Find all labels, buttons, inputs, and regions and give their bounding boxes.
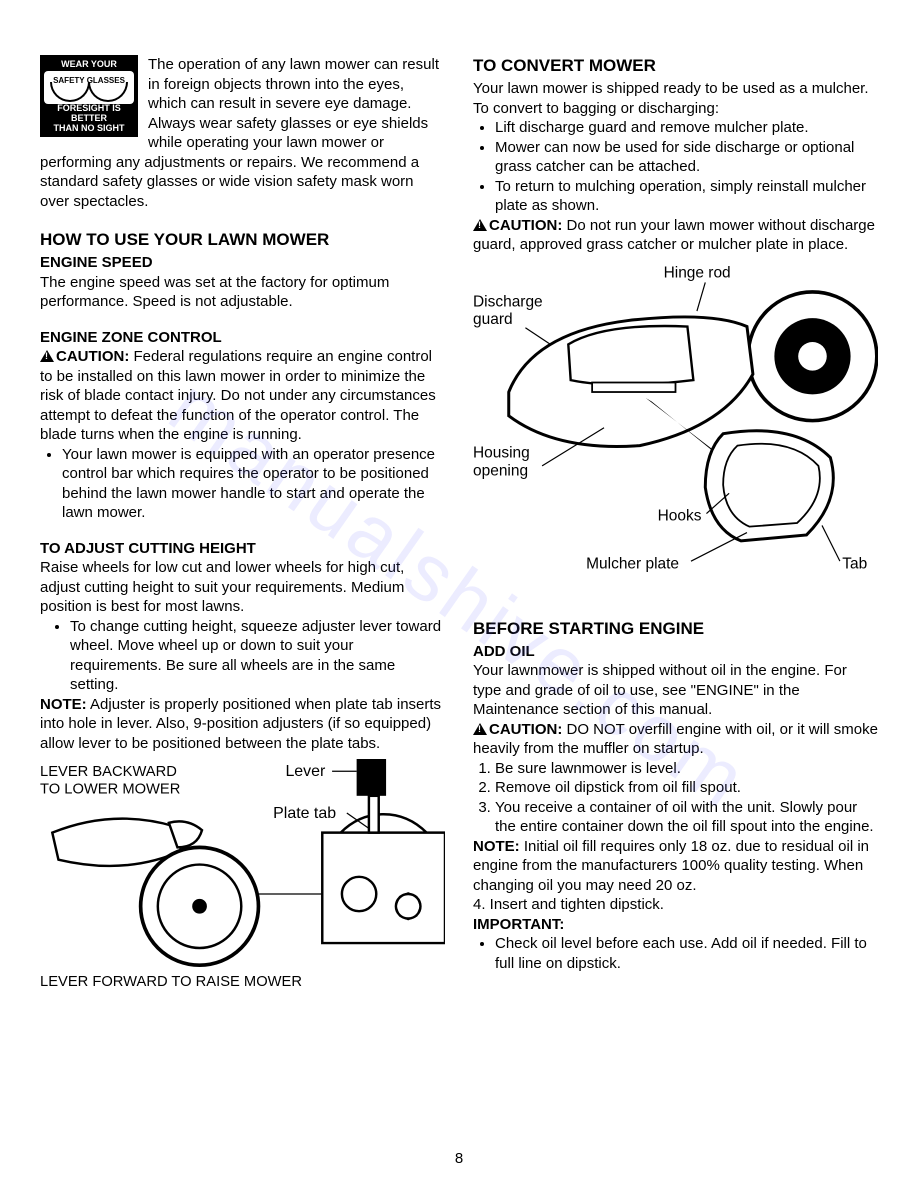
diag-label-platetab: Plate tab <box>273 805 336 822</box>
mulcher-diagram: Hinge rod Discharge guard Housing openin… <box>473 261 878 595</box>
diag-label-lever-back: LEVER BACKWARD <box>40 764 177 780</box>
diag-label-lever-back2: TO LOWER MOWER <box>40 781 180 797</box>
convert-body: Your lawn mower is shipped ready to be u… <box>473 79 878 118</box>
diag-label-lever: Lever <box>285 763 326 780</box>
oil-note-text: Initial oil fill requires only 18 oz. du… <box>473 838 869 894</box>
list-item: You receive a container of oil with the … <box>495 798 878 837</box>
diag-label-hooks: Hooks <box>658 507 702 524</box>
height-note: NOTE: Adjuster is properly positioned wh… <box>40 695 445 754</box>
page-columns: WEAR YOUR SAFETY GLASSES FORESIGHT IS BE… <box>40 55 878 998</box>
safety-glasses-badge: WEAR YOUR SAFETY GLASSES FORESIGHT IS BE… <box>40 55 138 137</box>
diag-label-discharge1: Discharge <box>473 293 543 310</box>
heading-before-start: BEFORE STARTING ENGINE <box>473 618 878 640</box>
diag-label-discharge2: guard <box>473 311 513 328</box>
important-bullets: Check oil level before each use. Add oil… <box>473 934 878 973</box>
diag-label-housing2: opening <box>473 462 528 479</box>
list-item: Remove oil dipstick from oil fill spout. <box>495 778 878 798</box>
badge-bottom: FORESIGHT IS BETTER THAN NO SIGHT <box>43 104 135 134</box>
important-label: IMPORTANT: <box>473 915 878 935</box>
list-item: Mower can now be used for side discharge… <box>495 138 878 177</box>
heading-convert: TO CONVERT MOWER <box>473 55 878 77</box>
convert-bullets: Lift discharge guard and remove mulcher … <box>473 118 878 216</box>
heading-zone-control: ENGINE ZONE CONTROL <box>40 328 445 348</box>
diag-label-mulcher: Mulcher plate <box>586 555 679 572</box>
list-item: Be sure lawnmower is level. <box>495 759 878 779</box>
heading-cutting-height: TO ADJUST CUTTING HEIGHT <box>40 539 445 559</box>
warning-icon <box>473 219 487 231</box>
zone-caution-paragraph: CAUTION: Federal regulations require an … <box>40 347 445 445</box>
oil-note: NOTE: Initial oil fill requires only 18 … <box>473 837 878 896</box>
oil-step4: 4. Insert and tighten dipstick. <box>473 895 878 915</box>
caution-label: CAUTION: <box>489 217 562 234</box>
badge-top: WEAR YOUR <box>61 59 117 71</box>
note-label: NOTE: <box>473 838 520 855</box>
list-item: Your lawn mower is equipped with an oper… <box>62 445 445 523</box>
list-item: To return to mulching operation, simply … <box>495 177 878 216</box>
height-note-text: Adjuster is properly positioned when pla… <box>40 696 441 752</box>
list-item: To change cutting height, squeeze adjust… <box>70 617 445 695</box>
engine-speed-body: The engine speed was set at the factory … <box>40 273 445 312</box>
badge-glasses-icon: SAFETY GLASSES <box>44 71 134 105</box>
diag-label-lever-fwd: LEVER FORWARD TO RAISE MOWER <box>40 974 302 990</box>
oil-body: Your lawnmower is shipped without oil in… <box>473 661 878 720</box>
oil-steps: Be sure lawnmower is level. Remove oil d… <box>473 759 878 837</box>
height-body: Raise wheels for low cut and lower wheel… <box>40 558 445 617</box>
height-bullet-list: To change cutting height, squeeze adjust… <box>40 617 445 695</box>
page-number: 8 <box>0 1149 918 1169</box>
oil-caution: CAUTION: DO NOT overfill engine with oil… <box>473 720 878 759</box>
heading-engine-speed: ENGINE SPEED <box>40 253 445 273</box>
warning-icon <box>473 723 487 735</box>
list-item: Lift discharge guard and remove mulcher … <box>495 118 878 138</box>
diag-label-hinge: Hinge rod <box>664 264 731 281</box>
caution-label: CAUTION: <box>489 721 562 738</box>
right-column: TO CONVERT MOWER Your lawn mower is ship… <box>473 55 878 998</box>
important-label-text: IMPORTANT: <box>473 916 564 933</box>
heading-add-oil: ADD OIL <box>473 642 878 662</box>
badge-mid: SAFETY GLASSES <box>53 76 125 86</box>
heading-how-to-use: HOW TO USE YOUR LAWN MOWER <box>40 229 445 251</box>
left-column: WEAR YOUR SAFETY GLASSES FORESIGHT IS BE… <box>40 55 445 998</box>
zone-bullet-list: Your lawn mower is equipped with an oper… <box>40 445 445 523</box>
diag-label-tab: Tab <box>842 555 867 572</box>
convert-caution: CAUTION: Do not run your lawn mower with… <box>473 216 878 255</box>
diag-label-housing1: Housing <box>473 444 530 461</box>
warning-icon <box>40 350 54 362</box>
list-item: Check oil level before each use. Add oil… <box>495 934 878 973</box>
note-label: NOTE: <box>40 696 87 713</box>
lever-diagram: LEVER BACKWARD TO LOWER MOWER Lever Plat… <box>40 759 445 992</box>
caution-label: CAUTION: <box>56 348 129 365</box>
